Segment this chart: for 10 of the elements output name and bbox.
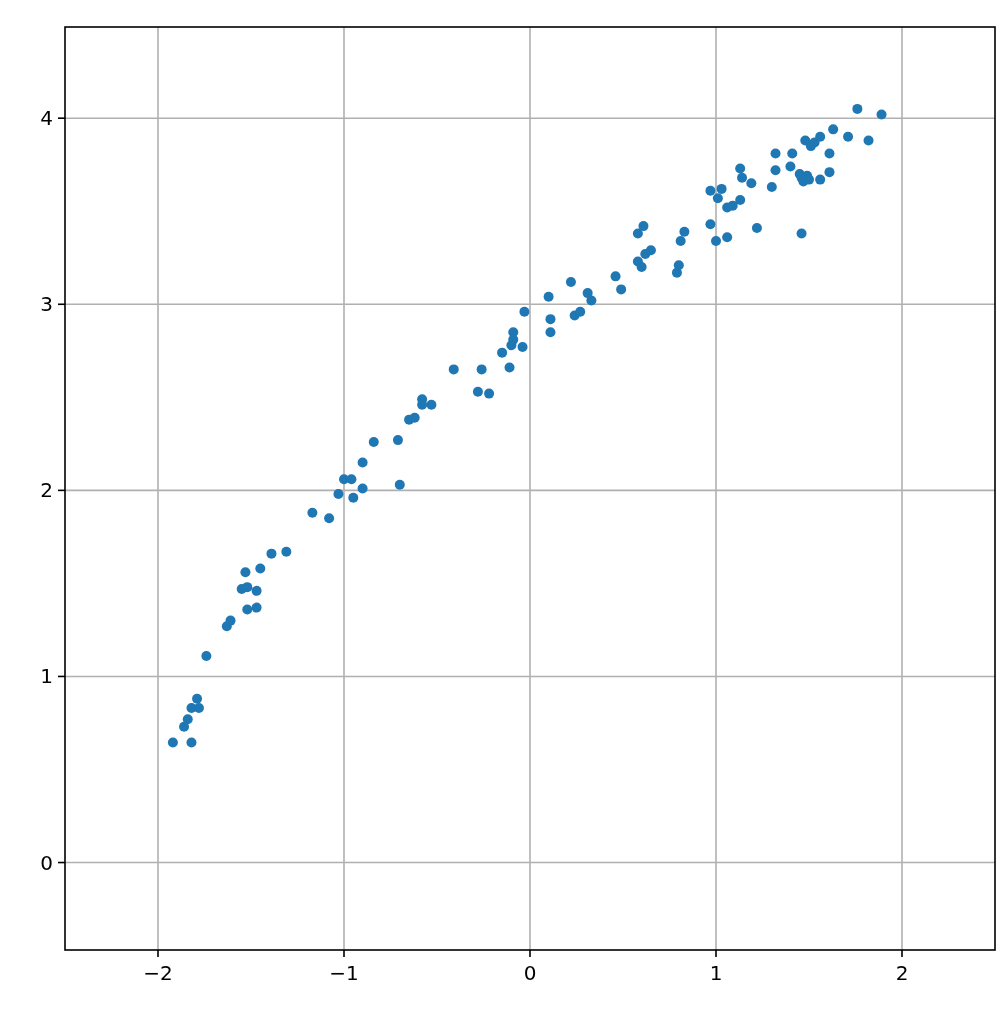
x-tick-label: 1	[709, 961, 723, 985]
x-tick-label: −1	[329, 961, 359, 985]
x-tick-label: 0	[523, 961, 537, 985]
y-tick-label: 0	[40, 850, 53, 875]
y-tick-label: 3	[40, 292, 53, 317]
y-tick-label: 4	[40, 106, 53, 131]
y-tick-label: 1	[40, 664, 53, 689]
y-tick-label: 2	[40, 478, 53, 503]
x-tick-label: 2	[895, 961, 909, 985]
x-tick-label: −2	[143, 961, 173, 985]
